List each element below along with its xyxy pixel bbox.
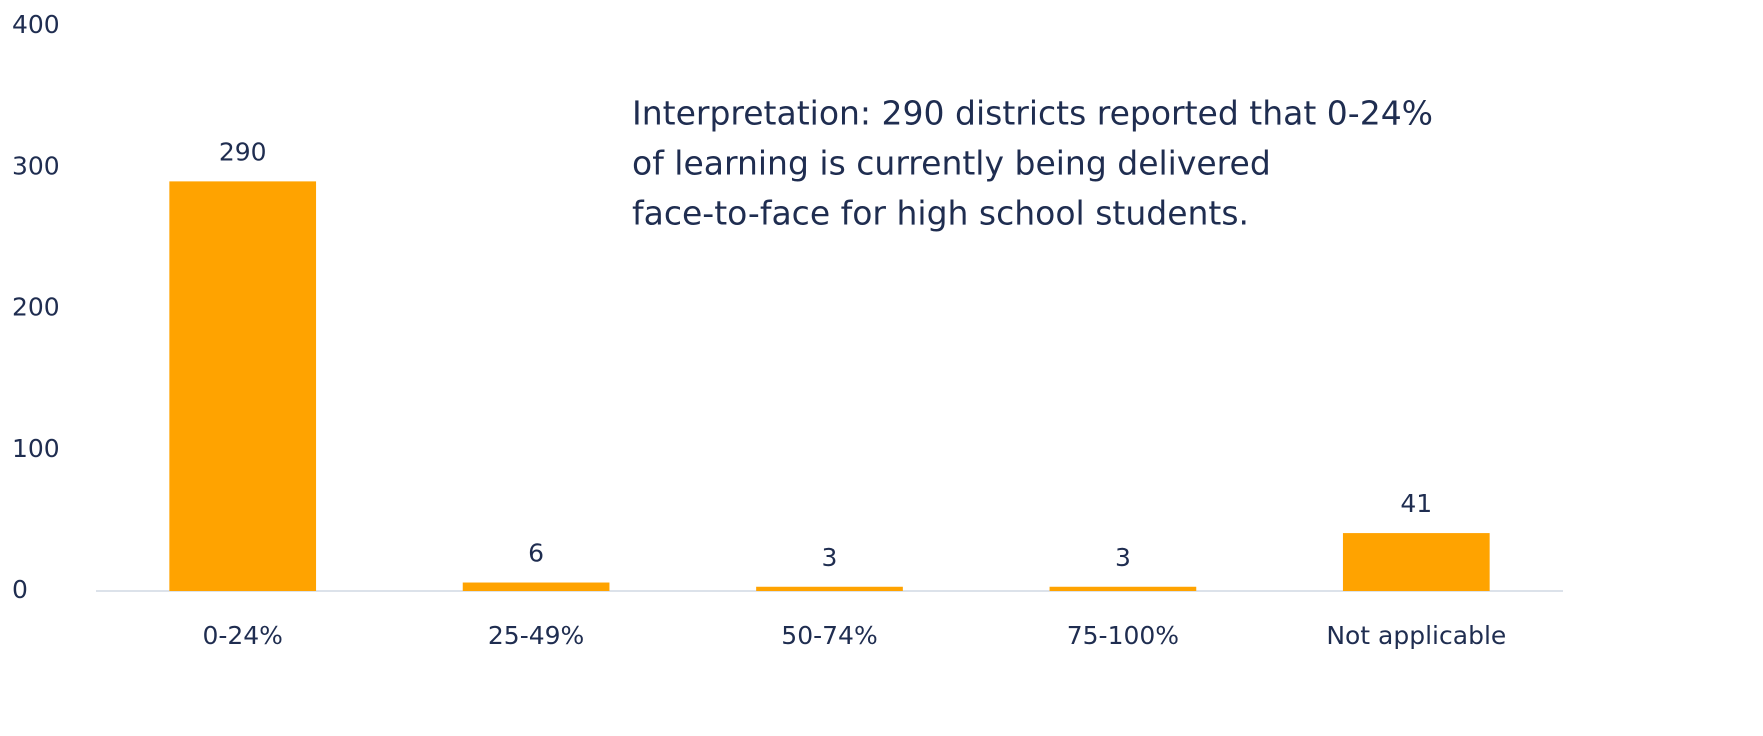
value-label: 3	[822, 543, 838, 572]
x-tick-label: 25-49%	[488, 621, 584, 650]
y-tick-label: 400	[12, 10, 60, 39]
value-label: 6	[528, 539, 544, 568]
x-tick-label: Not applicable	[1326, 621, 1506, 650]
bar	[462, 582, 610, 591]
x-tick-label: 75-100%	[1067, 621, 1179, 650]
value-label: 290	[219, 137, 267, 166]
bar	[756, 586, 903, 591]
x-tick-label: 0-24%	[202, 621, 283, 650]
bar	[169, 181, 317, 591]
y-tick-label: 0	[12, 575, 28, 604]
annotation: face-to-face for high school students.	[632, 194, 1249, 233]
bar	[1049, 586, 1197, 591]
y-tick-label: 300	[12, 151, 60, 180]
x-tick-label: 50-74%	[781, 621, 877, 650]
y-tick-label: 200	[12, 293, 60, 322]
annotation: of learning is currently being delivered	[632, 144, 1271, 183]
bar	[1342, 533, 1490, 591]
y-tick-label: 100	[12, 434, 60, 463]
value-label: 41	[1400, 489, 1432, 518]
value-label: 3	[1115, 543, 1131, 572]
annotation: Interpretation: 290 districts reported t…	[632, 94, 1433, 133]
